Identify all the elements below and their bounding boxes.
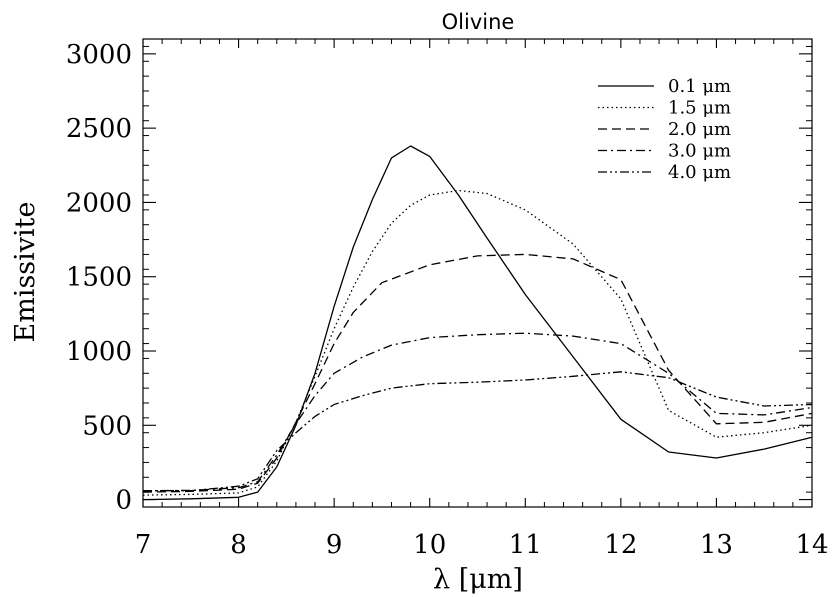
legend-label-2: 1.5 μm bbox=[668, 98, 731, 119]
y-tick-label: 0 bbox=[115, 486, 132, 516]
series-line-3 bbox=[142, 253, 813, 493]
legend-label-5: 4.0 μm bbox=[668, 162, 731, 183]
x-tick-label: 9 bbox=[326, 530, 343, 560]
axis-ticks: 7 8 9 10 11 12 13 14 0 500 1000 1500 2000 2500 3000 bbox=[66, 39, 829, 560]
series-line-4 bbox=[142, 332, 813, 492]
y-tick-label: 2500 bbox=[66, 114, 132, 144]
plot-area: 7 8 9 10 11 12 13 14 0 500 1000 1500 2000 2500 3000 0.… bbox=[66, 38, 829, 560]
y-tick-label: 1500 bbox=[66, 263, 132, 293]
series-layer bbox=[142, 145, 813, 501]
x-tick-label: 12 bbox=[604, 530, 637, 560]
y-tick-label: 1000 bbox=[66, 337, 132, 367]
x-tick-label: 8 bbox=[230, 530, 247, 560]
y-tick-label: 3000 bbox=[66, 40, 132, 70]
x-axis-label: λ [μm] bbox=[433, 564, 523, 595]
y-tick-label: 500 bbox=[82, 411, 132, 441]
series-line-2 bbox=[142, 189, 813, 496]
legend: 0.1 μm1.5 μm2.0 μm3.0 μm4.0 μm bbox=[598, 76, 731, 183]
legend-label-1: 0.1 μm bbox=[668, 76, 731, 97]
x-tick-label: 11 bbox=[509, 530, 542, 560]
legend-label-4: 3.0 μm bbox=[668, 141, 731, 162]
chart-title: Olivine bbox=[442, 10, 515, 34]
series-line-1 bbox=[142, 145, 813, 501]
x-tick-label: 10 bbox=[413, 530, 446, 560]
x-tick-label: 7 bbox=[135, 530, 152, 560]
plot-frame bbox=[142, 38, 813, 508]
x-tick-label: 13 bbox=[700, 530, 733, 560]
series-line-5 bbox=[143, 371, 813, 492]
y-axis-label: Emissivite bbox=[10, 201, 41, 342]
legend-label-3: 2.0 μm bbox=[668, 119, 731, 140]
x-tick-label: 14 bbox=[795, 530, 828, 560]
y-tick-label: 2000 bbox=[66, 188, 132, 218]
